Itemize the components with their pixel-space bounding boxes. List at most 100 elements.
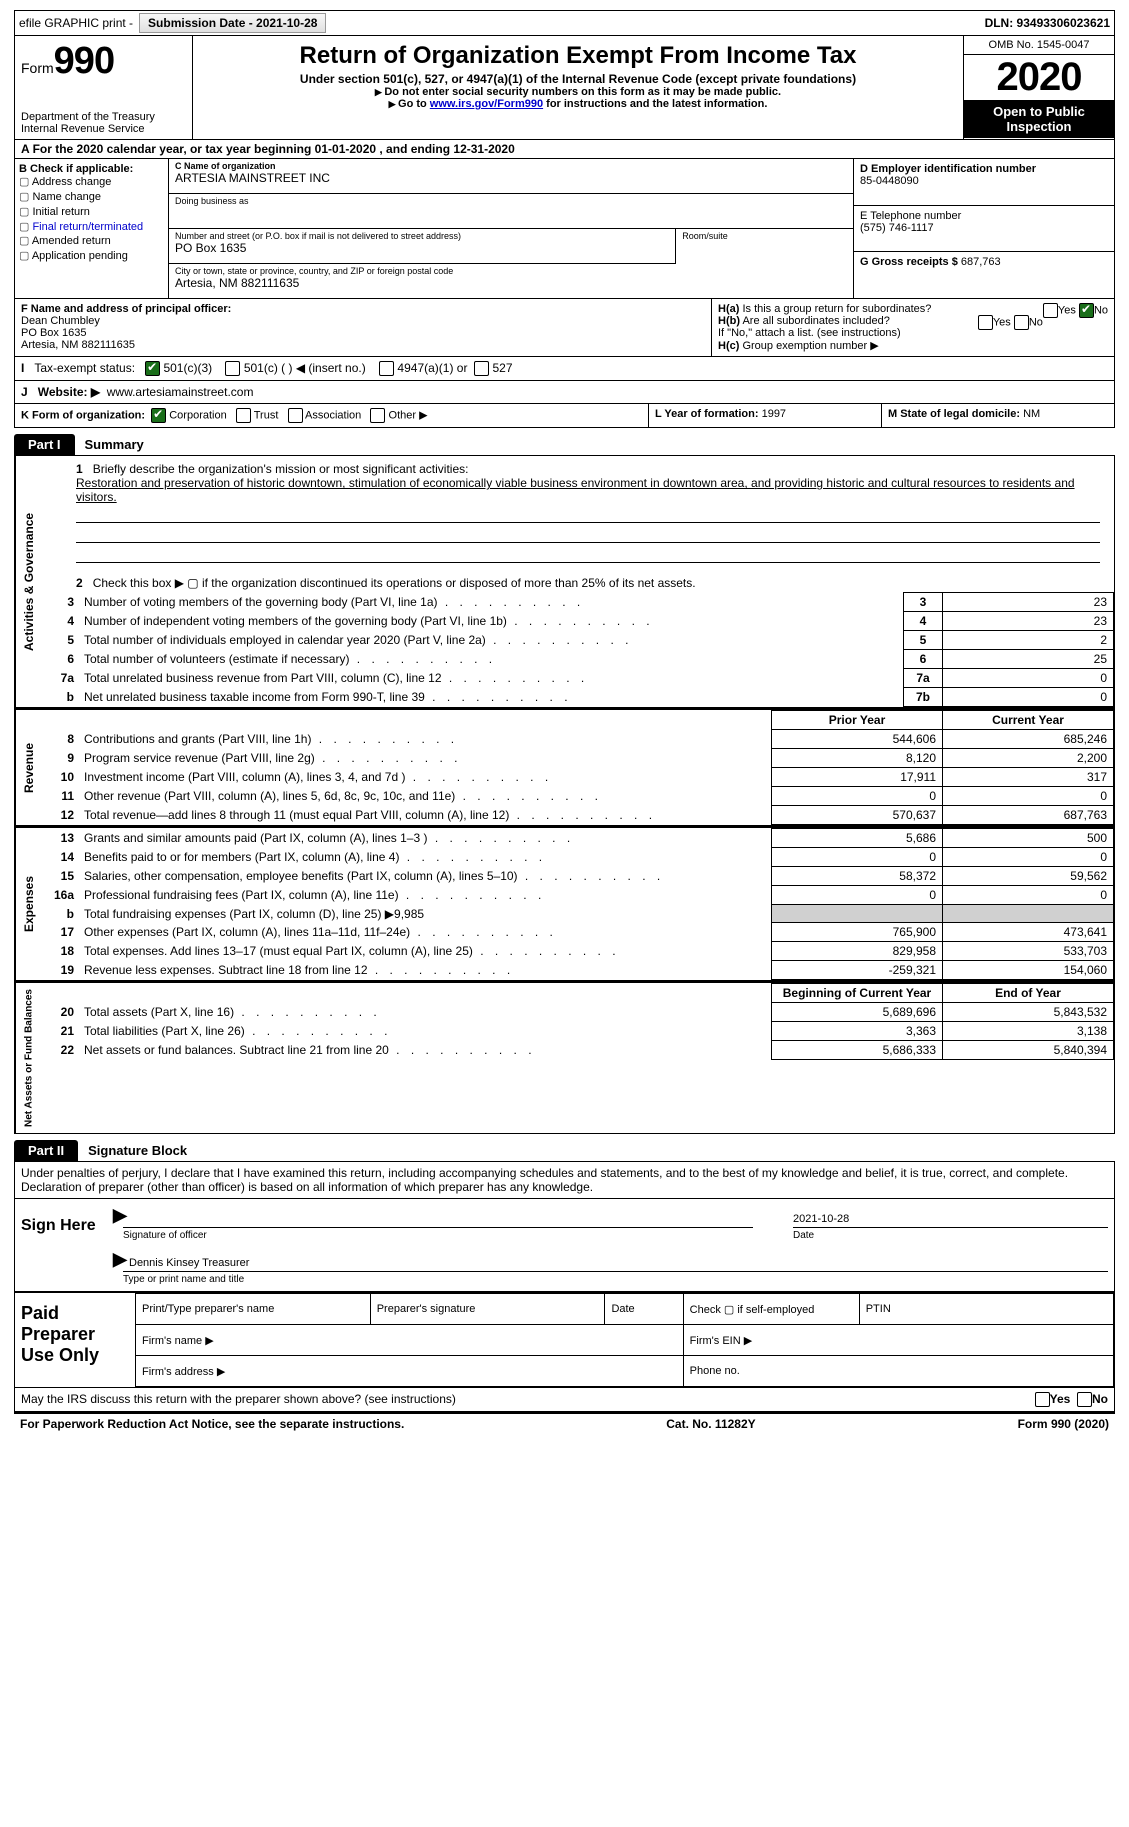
pt-sig-cell[interactable]: Preparer's signature xyxy=(370,1294,605,1325)
ha-no[interactable] xyxy=(1079,303,1094,318)
line-box: 7b xyxy=(904,688,943,707)
ck-amended[interactable]: Amended return xyxy=(19,234,164,249)
part1-title: Summary xyxy=(75,434,154,455)
dept-treasury: Department of the Treasury xyxy=(21,111,186,123)
lbl-other: Other ▶ xyxy=(389,410,428,422)
firm-name-cell[interactable]: Firm's name ▶ xyxy=(136,1325,684,1356)
line-desc: Other revenue (Part VIII, column (A), li… xyxy=(80,787,772,806)
hb-yes-lbl: Yes xyxy=(993,316,1011,328)
line-num: 12 xyxy=(42,806,80,825)
line-value: 23 xyxy=(943,593,1114,612)
ck-trust[interactable] xyxy=(236,408,251,423)
hb-no-lbl: No xyxy=(1029,316,1043,328)
line-box: 4 xyxy=(904,612,943,631)
line-desc: Total expenses. Add lines 13–17 (must eq… xyxy=(80,942,772,961)
sign-date-value: 2021-10-28 xyxy=(793,1213,849,1225)
line-prior: 5,686 xyxy=(772,829,943,848)
efile-topbar: efile GRAPHIC print - Submission Date - … xyxy=(14,10,1115,36)
line-desc: Salaries, other compensation, employee b… xyxy=(80,867,772,886)
line-desc: Total number of volunteers (estimate if … xyxy=(80,650,904,669)
discuss-yes[interactable] xyxy=(1035,1392,1050,1407)
line-a-text: For the 2020 calendar year, or tax year … xyxy=(33,142,515,156)
form-word: Form xyxy=(21,60,54,76)
ha-yes-lbl: Yes xyxy=(1058,304,1076,316)
discuss-no[interactable] xyxy=(1077,1392,1092,1407)
pt-date-cell[interactable]: Date xyxy=(605,1294,683,1325)
org-name: ARTESIA MAINSTREET INC xyxy=(175,171,847,185)
irs-form990-link[interactable]: www.irs.gov/Form990 xyxy=(430,98,543,110)
line-prior: 58,372 xyxy=(772,867,943,886)
firm-addr-cell[interactable]: Firm's address ▶ xyxy=(136,1356,684,1387)
line-num: 6 xyxy=(42,650,80,669)
line-prior: 0 xyxy=(772,787,943,806)
q2-text: Check this box ▶ ▢ if the organization d… xyxy=(93,576,696,590)
ck-app-pending[interactable]: Application pending xyxy=(19,249,164,264)
officer-name: Dean Chumbley xyxy=(21,315,100,327)
hb-yes[interactable] xyxy=(978,315,993,330)
city-value: Artesia, NM 882111635 xyxy=(175,276,847,290)
lbl-trust: Trust xyxy=(254,410,279,422)
ck-address-change[interactable]: Address change xyxy=(19,175,164,190)
note2-post: for instructions and the latest informat… xyxy=(543,98,767,110)
line-num: 22 xyxy=(42,1041,80,1060)
part2-tab: Part II xyxy=(14,1140,78,1161)
governance-table: 3 Number of voting members of the govern… xyxy=(42,592,1114,707)
line-num: 19 xyxy=(42,961,80,980)
line-prior: -259,321 xyxy=(772,961,943,980)
phone-value: (575) 746-1117 xyxy=(860,222,1108,234)
ck-527[interactable] xyxy=(474,361,489,376)
section-expenses: Expenses 13 Grants and similar amounts p… xyxy=(14,826,1115,981)
line-curr: 2,200 xyxy=(943,749,1114,768)
ck-initial-return[interactable]: Initial return xyxy=(19,205,164,220)
pt-name-cell[interactable]: Print/Type preparer's name xyxy=(136,1294,371,1325)
sign-date-label: Date xyxy=(793,1228,1108,1241)
hb-no[interactable] xyxy=(1014,315,1029,330)
ck-corp[interactable] xyxy=(151,408,166,423)
ck-501c3[interactable] xyxy=(145,361,160,376)
ck-assoc[interactable] xyxy=(288,408,303,423)
officer-signature-line[interactable]: ▶ xyxy=(123,1205,753,1228)
line-box: 6 xyxy=(904,650,943,669)
form-header: Form990 Department of the Treasury Inter… xyxy=(14,36,1115,140)
line-curr: 3,138 xyxy=(943,1022,1114,1041)
line-desc: Total assets (Part X, line 16) xyxy=(80,1003,772,1022)
l-label: L Year of formation: xyxy=(655,408,759,420)
line-prior: 17,911 xyxy=(772,768,943,787)
line-num: 11 xyxy=(42,787,80,806)
line-num: 7a xyxy=(42,669,80,688)
line-curr: 5,843,532 xyxy=(943,1003,1114,1022)
line-prior: 0 xyxy=(772,886,943,905)
vlabel-revenue: Revenue xyxy=(15,710,42,825)
ck-501c[interactable] xyxy=(225,361,240,376)
dept-irs: Internal Revenue Service xyxy=(21,123,186,135)
lbl-assoc: Association xyxy=(305,410,361,422)
ck-final-return[interactable]: Final return/terminated xyxy=(19,220,164,235)
name-title-line: ▶Dennis Kinsey Treasurer xyxy=(123,1249,1108,1272)
ck-name-change[interactable]: Name change xyxy=(19,190,164,205)
part2-title: Signature Block xyxy=(78,1140,197,1161)
lbl-501c3: 501(c)(3) xyxy=(163,361,212,375)
line-curr: 0 xyxy=(943,787,1114,806)
firm-phone-cell[interactable]: Phone no. xyxy=(683,1356,1113,1387)
firm-ein-cell[interactable]: Firm's EIN ▶ xyxy=(683,1325,1113,1356)
line-prior: 0 xyxy=(772,848,943,867)
l-value: 1997 xyxy=(762,408,786,420)
ck-other[interactable] xyxy=(370,408,385,423)
line-box: 7a xyxy=(904,669,943,688)
mission-blank-line xyxy=(76,546,1100,563)
mission-text: Restoration and preservation of historic… xyxy=(76,476,1075,504)
line-box: 5 xyxy=(904,631,943,650)
line-value: 25 xyxy=(943,650,1114,669)
ck-4947[interactable] xyxy=(379,361,394,376)
pt-ptin-cell[interactable]: PTIN xyxy=(859,1294,1113,1325)
vlabel-governance: Activities & Governance xyxy=(15,456,42,707)
line-desc: Contributions and grants (Part VIII, lin… xyxy=(80,730,772,749)
discuss-row: May the IRS discuss this return with the… xyxy=(14,1387,1115,1412)
addr-value: PO Box 1635 xyxy=(175,241,669,255)
part1-tab: Part I xyxy=(14,434,75,455)
pt-selfemp-cell[interactable]: Check ▢ if self-employed xyxy=(683,1294,859,1325)
line-desc: Number of voting members of the governin… xyxy=(80,593,904,612)
omb-number: OMB No. 1545-0047 xyxy=(964,36,1114,55)
ha-yes[interactable] xyxy=(1043,303,1058,318)
k-label: K Form of organization: xyxy=(21,410,145,422)
